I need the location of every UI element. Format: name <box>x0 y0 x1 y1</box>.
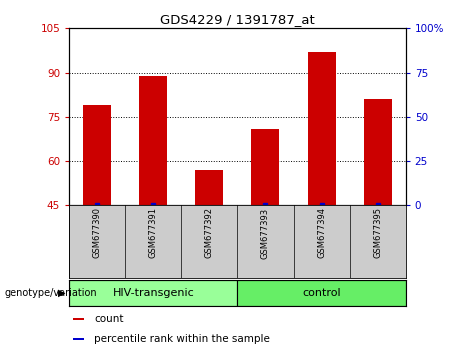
Bar <box>251 129 279 205</box>
Text: ▶: ▶ <box>58 288 65 298</box>
Bar <box>72 318 83 320</box>
Text: GSM677390: GSM677390 <box>93 207 102 258</box>
Text: percentile rank within the sample: percentile rank within the sample <box>95 334 270 344</box>
Text: GSM677395: GSM677395 <box>373 207 382 258</box>
Bar <box>237 280 406 306</box>
Bar <box>72 338 83 340</box>
Bar <box>307 52 336 205</box>
Text: GSM677391: GSM677391 <box>149 207 158 258</box>
Text: count: count <box>95 314 124 324</box>
Bar <box>139 75 167 205</box>
Text: GSM677394: GSM677394 <box>317 207 326 258</box>
Bar <box>364 99 392 205</box>
Text: GSM677393: GSM677393 <box>261 207 270 259</box>
Bar <box>83 105 111 205</box>
Text: HIV-transgenic: HIV-transgenic <box>112 288 194 298</box>
Bar <box>69 280 237 306</box>
Text: genotype/variation: genotype/variation <box>5 288 97 298</box>
Text: control: control <box>302 288 341 298</box>
Text: GSM677392: GSM677392 <box>205 207 214 258</box>
Title: GDS4229 / 1391787_at: GDS4229 / 1391787_at <box>160 13 315 26</box>
Bar <box>195 170 224 205</box>
